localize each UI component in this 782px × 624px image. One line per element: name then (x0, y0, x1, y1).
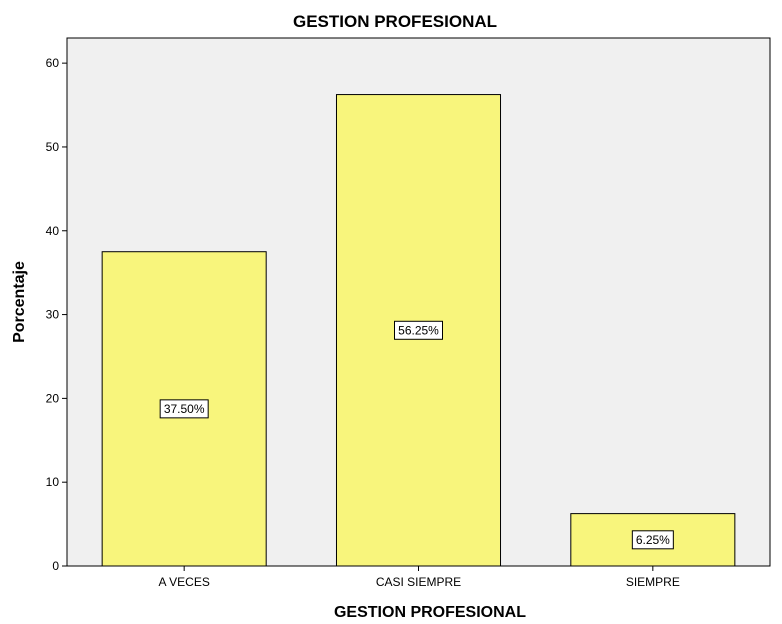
y-tick-label: 50 (46, 140, 60, 154)
bars: 37.50% 56.25% 6.25% (101, 94, 736, 567)
chart-title: GESTION PROFESIONAL (293, 12, 497, 31)
y-tick-label: 30 (46, 308, 60, 322)
x-tick-label: CASI SIEMPRE (376, 575, 461, 589)
y-tick-label: 10 (46, 475, 60, 489)
data-label: 56.25% (398, 323, 439, 337)
x-tick-label: A VECES (158, 575, 209, 589)
y-axis: 0 10 20 30 40 50 60 (46, 56, 67, 573)
x-tick-label: SIEMPRE (626, 575, 680, 589)
x-axis-title: GESTION PROFESIONAL (334, 604, 526, 621)
y-tick-label: 20 (46, 391, 60, 405)
data-label: 6.25% (636, 533, 670, 547)
data-label: 37.50% (164, 402, 205, 416)
data-label-box (394, 320, 443, 340)
data-label-box (159, 399, 209, 419)
y-tick-label: 60 (46, 56, 60, 70)
data-label-box (631, 530, 674, 550)
y-tick-label: 40 (46, 224, 60, 238)
x-axis: A VECES CASI SIEMPRE SIEMPRE (158, 566, 680, 589)
y-tick-label: 0 (52, 559, 59, 573)
y-axis-title: Porcentaje (11, 261, 28, 343)
